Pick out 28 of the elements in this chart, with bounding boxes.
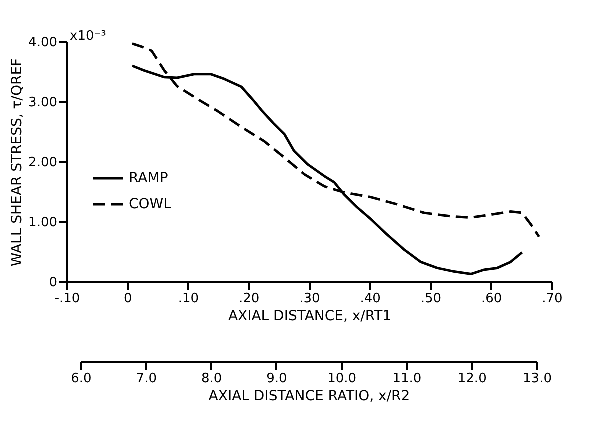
legend-label: COWL [129,196,172,212]
x-tick-label: .10 [178,292,200,306]
x-axis-title: AXIAL DISTANCE, x/RT1 [228,308,392,324]
x2-tick-label: 9.0 [266,372,288,386]
x2-tick-label: 7.0 [136,372,157,386]
y-tick-label: 0 [49,276,58,290]
y-axis-title: WALL SHEAR STRESS, τ/QREF [10,58,26,267]
x2-tick-label: 6.0 [71,372,92,386]
x-tick-label: .20 [239,292,260,306]
x2-tick-label: 10.0 [328,372,357,386]
y-tick-label: 4.00 [28,36,58,50]
y-tick-label: 1.00 [28,216,58,230]
x-tick-label: .30 [300,292,320,306]
y-tick-label: 3.00 [28,96,58,110]
y-tick-label: 2.00 [28,156,58,170]
x2-tick-label: 11.0 [392,372,422,386]
x-tick-label: .60 [482,292,502,306]
legend-label: RAMP [129,170,168,186]
x-tick-label: 0 [124,292,132,306]
x-tick-label: -.10 [54,292,80,306]
x-tick-label: .40 [360,292,381,306]
x-tick-label: .50 [420,292,442,306]
x2-tick-label: 13.0 [523,372,552,386]
x2-tick-label: 8.0 [201,372,222,386]
x2-tick-label: 12.0 [458,372,487,386]
x-tick-label: .70 [542,292,563,306]
x2-axis-title: AXIAL DISTANCE RATIO, x/R2 [208,388,410,404]
annotation: x10⁻³ [70,29,106,44]
